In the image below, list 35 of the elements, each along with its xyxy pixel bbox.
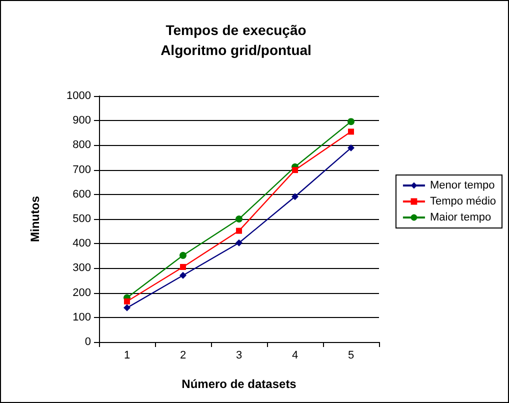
y-tick-label: 1000 (66, 90, 91, 102)
y-tick-label: 100 (72, 311, 91, 324)
legend-label: Tempo médio (430, 196, 496, 208)
point (348, 128, 354, 135)
y-tick-label: 800 (72, 139, 91, 152)
y-tick-label: 0 (84, 336, 91, 348)
y-tick-label: 700 (72, 164, 91, 176)
y-tick-label: 300 (72, 262, 91, 274)
point (124, 304, 130, 312)
y-tick-label: 900 (72, 114, 91, 127)
point (180, 252, 186, 259)
y-axis-title: Minutos (28, 196, 42, 242)
x-axis-title: Número de datasets (182, 377, 297, 391)
point (180, 272, 186, 279)
x-tick-label: 5 (348, 350, 354, 362)
point (180, 264, 186, 270)
y-tick-label: 600 (72, 188, 91, 200)
point (236, 228, 242, 234)
chart-title: Tempos de execução Algoritmo grid/pontual (160, 22, 312, 58)
y-tick-label: 200 (72, 286, 91, 299)
legend-label: Maior tempo (430, 212, 492, 224)
point (292, 167, 298, 174)
point (124, 298, 130, 304)
x-tick-label: 2 (180, 350, 186, 362)
point (236, 239, 242, 246)
y-tick-label: 500 (72, 213, 91, 225)
point (348, 118, 354, 126)
x-tick-label: 1 (124, 350, 130, 362)
y-tick-label: 400 (72, 238, 91, 250)
x-tick-label: 3 (236, 350, 242, 362)
legend-label: Menor tempo (430, 180, 495, 192)
point (236, 216, 242, 222)
point (292, 193, 298, 200)
x-tick-label: 4 (292, 350, 298, 362)
point (348, 144, 354, 152)
